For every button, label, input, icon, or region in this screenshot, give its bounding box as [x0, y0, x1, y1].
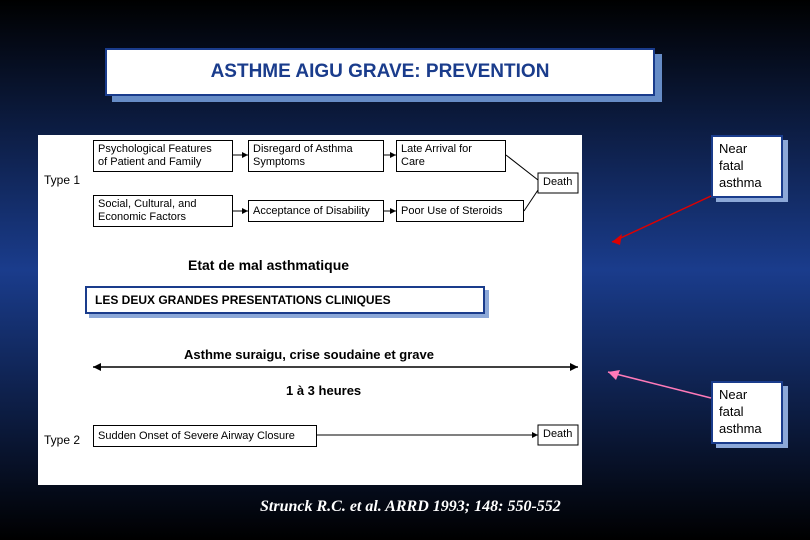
citation: Strunck R.C. et al. ARRD 1993; 148: 550-… [260, 498, 561, 516]
banner-box: LES DEUX GRANDES PRESENTATIONS CLINIQUES [85, 286, 485, 314]
death-label-2: Death [543, 428, 572, 441]
hours-label: 1 à 3 heures [286, 383, 361, 398]
banner-text: LES DEUX GRANDES PRESENTATIONS CLINIQUES [95, 293, 391, 307]
near-box-1: Nearfatalasthma [711, 135, 783, 198]
near-box-2: Nearfatalasthma [711, 381, 783, 444]
diagram-panel: Type 1 Type 2 Psychological Featuresof P… [38, 135, 582, 485]
title-text: ASTHME AIGU GRAVE: PREVENTION [211, 61, 550, 83]
title-box: ASTHME AIGU GRAVE: PREVENTION [105, 48, 655, 96]
death-label-1: Death [543, 176, 572, 189]
suraigu-label: Asthme suraigu, crise soudaine et grave [184, 347, 434, 362]
etat-label: Etat de mal asthmatique [188, 257, 349, 273]
